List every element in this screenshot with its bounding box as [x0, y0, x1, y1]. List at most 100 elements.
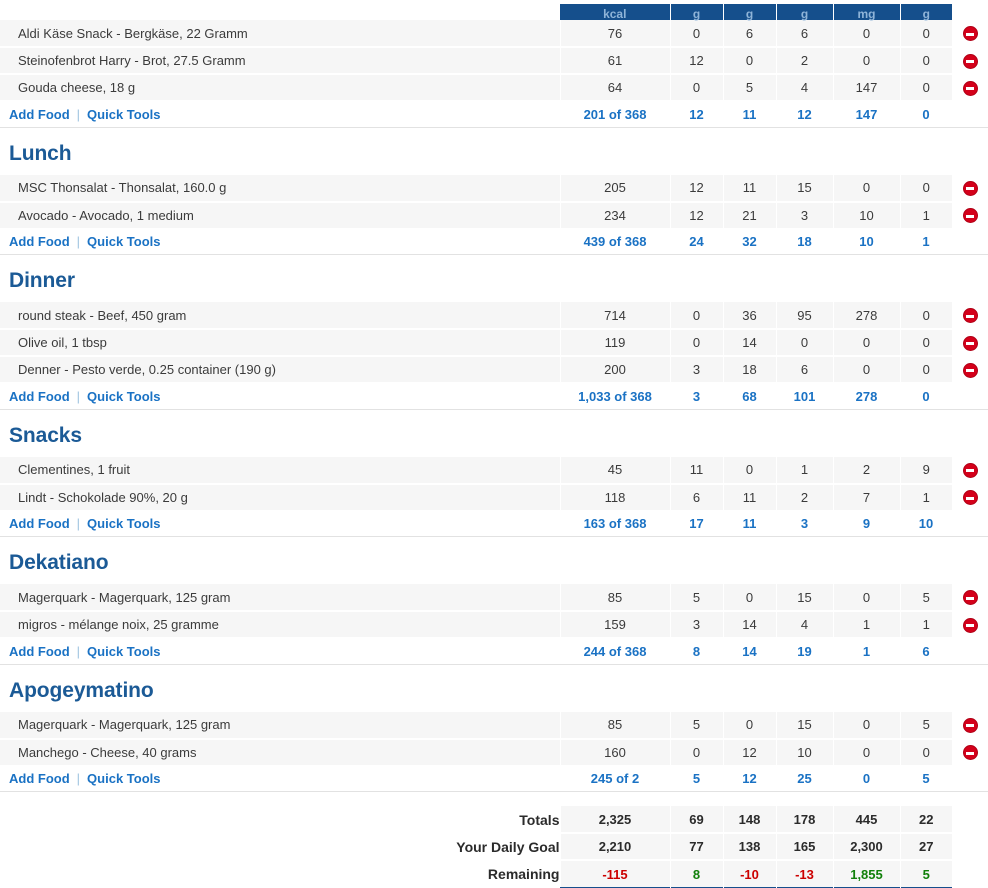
add-food-link[interactable]: Add Food [9, 106, 70, 122]
remove-circle-icon[interactable] [962, 180, 978, 196]
food-row: Aldi Käse Snack - Bergkäse, 22 Gramm 76 0 6… [0, 20, 988, 48]
food-carbs-value: 5 [669, 584, 723, 612]
food-name[interactable]: Clementines, 1 fruit [0, 456, 560, 485]
food-name[interactable]: Steinofenbrot Harry - Brot, 27.5 Gramm [0, 47, 560, 75]
food-name[interactable]: Magerquark - Magerquark, 125 gram [0, 711, 560, 740]
remove-circle-icon[interactable] [962, 617, 978, 633]
unit-header-calories: kcal [560, 4, 670, 20]
food-name[interactable]: MSC Thonsalat - Thonsalat, 160.0 g [0, 174, 560, 203]
food-sugar-value: 0 [899, 738, 952, 767]
remove-circle-icon[interactable] [962, 462, 978, 478]
summary-protein-value: 165 [775, 833, 833, 861]
food-remove-cell[interactable] [952, 483, 988, 512]
meal-totals-row: Add Food | Quick Tools 244 of 368 8 14 19 1 6 [0, 638, 988, 665]
quick-tools-link[interactable]: Quick Tools [87, 643, 161, 659]
food-remove-cell[interactable] [952, 329, 988, 357]
food-carbs-value: 12 [669, 47, 723, 75]
meal-total-protein: 25 [776, 765, 833, 792]
quick-tools-link[interactable]: Quick Tools [87, 388, 161, 404]
action-separator: | [76, 643, 81, 659]
food-sugar-value: 0 [899, 174, 952, 203]
food-remove-cell[interactable] [952, 201, 988, 230]
food-protein-value: 2 [775, 483, 833, 512]
food-sugar-value: 0 [899, 302, 952, 330]
food-calories-value: 119 [559, 329, 670, 357]
meal-totals-row: Add Food | Quick Tools 245 of 2 5 12 25 0 5 [0, 765, 988, 792]
food-name[interactable]: Gouda cheese, 18 g [0, 74, 560, 102]
food-remove-cell[interactable] [952, 711, 988, 740]
food-name[interactable]: Avocado - Avocado, 1 medium [0, 201, 560, 230]
remove-circle-icon[interactable] [962, 308, 978, 324]
food-fat-value: 36 [722, 302, 776, 330]
food-remove-cell[interactable] [952, 356, 988, 384]
summary-protein-value: -13 [775, 860, 833, 887]
meal-total-calories: 201 of 368 [560, 101, 670, 128]
food-carbs-value: 0 [669, 74, 723, 102]
food-remove-cell[interactable] [952, 302, 988, 330]
meal-heading-row: Apogeymatino [0, 664, 988, 712]
meal-total-protein: 101 [776, 383, 833, 410]
remove-circle-icon[interactable] [962, 362, 978, 378]
food-row: Clementines, 1 fruit 45 11 0 1 2 9 [0, 456, 988, 485]
food-sugar-value: 5 [899, 711, 952, 740]
food-remove-cell[interactable] [952, 20, 988, 48]
food-sugar-value: 1 [899, 483, 952, 512]
summary-sodium-value: 445 [832, 806, 900, 834]
add-food-link[interactable]: Add Food [9, 388, 70, 404]
food-carbs-value: 6 [669, 483, 723, 512]
unit-header-fat: g [722, 4, 776, 20]
food-name[interactable]: Aldi Käse Snack - Bergkäse, 22 Gramm [0, 20, 560, 48]
meal-total-sodium: 9 [833, 510, 900, 537]
food-carbs-value: 12 [669, 174, 723, 203]
quick-tools-link[interactable]: Quick Tools [87, 106, 161, 122]
food-name[interactable]: Manchego - Cheese, 40 grams [0, 738, 560, 767]
food-remove-cell[interactable] [952, 738, 988, 767]
remove-circle-icon[interactable] [962, 80, 978, 96]
summary-spacer [952, 860, 988, 887]
meal-total-fat: 11 [723, 101, 776, 128]
unit-spacer [0, 4, 560, 20]
remove-circle-icon[interactable] [962, 745, 978, 761]
food-sodium-value: 0 [832, 329, 900, 357]
meal-total-protein: 3 [776, 510, 833, 537]
remove-circle-icon[interactable] [962, 590, 978, 606]
food-protein-value: 6 [775, 356, 833, 384]
remove-circle-icon[interactable] [962, 26, 978, 42]
food-sodium-value: 147 [832, 74, 900, 102]
meal-total-spacer [952, 383, 988, 410]
add-food-link[interactable]: Add Food [9, 771, 70, 787]
food-remove-cell[interactable] [952, 47, 988, 75]
add-food-link[interactable]: Add Food [9, 643, 70, 659]
meal-title: Breakfast [0, 0, 988, 4]
meal-actions: Add Food | Quick Tools [0, 228, 560, 255]
remove-circle-icon[interactable] [962, 490, 978, 506]
summary-spacer [952, 806, 988, 833]
food-name[interactable]: Olive oil, 1 tbsp [0, 329, 560, 357]
remove-circle-icon[interactable] [962, 208, 978, 224]
add-food-link[interactable]: Add Food [9, 516, 70, 532]
quick-tools-link[interactable]: Quick Tools [87, 771, 161, 787]
food-remove-cell[interactable] [952, 74, 988, 102]
meal-total-calories: 163 of 368 [560, 510, 670, 537]
add-food-link[interactable]: Add Food [9, 234, 70, 250]
food-remove-cell[interactable] [952, 584, 988, 612]
food-name[interactable]: Magerquark - Magerquark, 125 gram [0, 584, 560, 612]
quick-tools-link[interactable]: Quick Tools [87, 516, 161, 532]
remove-circle-icon[interactable] [962, 335, 978, 351]
food-remove-cell[interactable] [952, 174, 988, 203]
food-name[interactable]: migros - mélange noix, 25 gramme [0, 611, 560, 639]
remove-circle-icon[interactable] [962, 53, 978, 69]
food-name[interactable]: Denner - Pesto verde, 0.25 container (19… [0, 356, 560, 384]
meal-total-sugar: 10 [900, 510, 952, 537]
food-remove-cell[interactable] [952, 611, 988, 639]
remove-circle-icon[interactable] [962, 717, 978, 733]
meal-heading-row: Snacks [0, 409, 988, 457]
food-name[interactable]: Lindt - Schokolade 90%, 20 g [0, 483, 560, 512]
food-protein-value: 6 [775, 20, 833, 48]
quick-tools-link[interactable]: Quick Tools [87, 234, 161, 250]
food-sodium-value: 278 [832, 302, 900, 330]
food-remove-cell[interactable] [952, 456, 988, 485]
food-sugar-value: 0 [899, 356, 952, 384]
food-name[interactable]: round steak - Beef, 450 gram [0, 302, 560, 330]
food-row: Manchego - Cheese, 40 grams 160 0 12 10 0 0 [0, 738, 988, 767]
